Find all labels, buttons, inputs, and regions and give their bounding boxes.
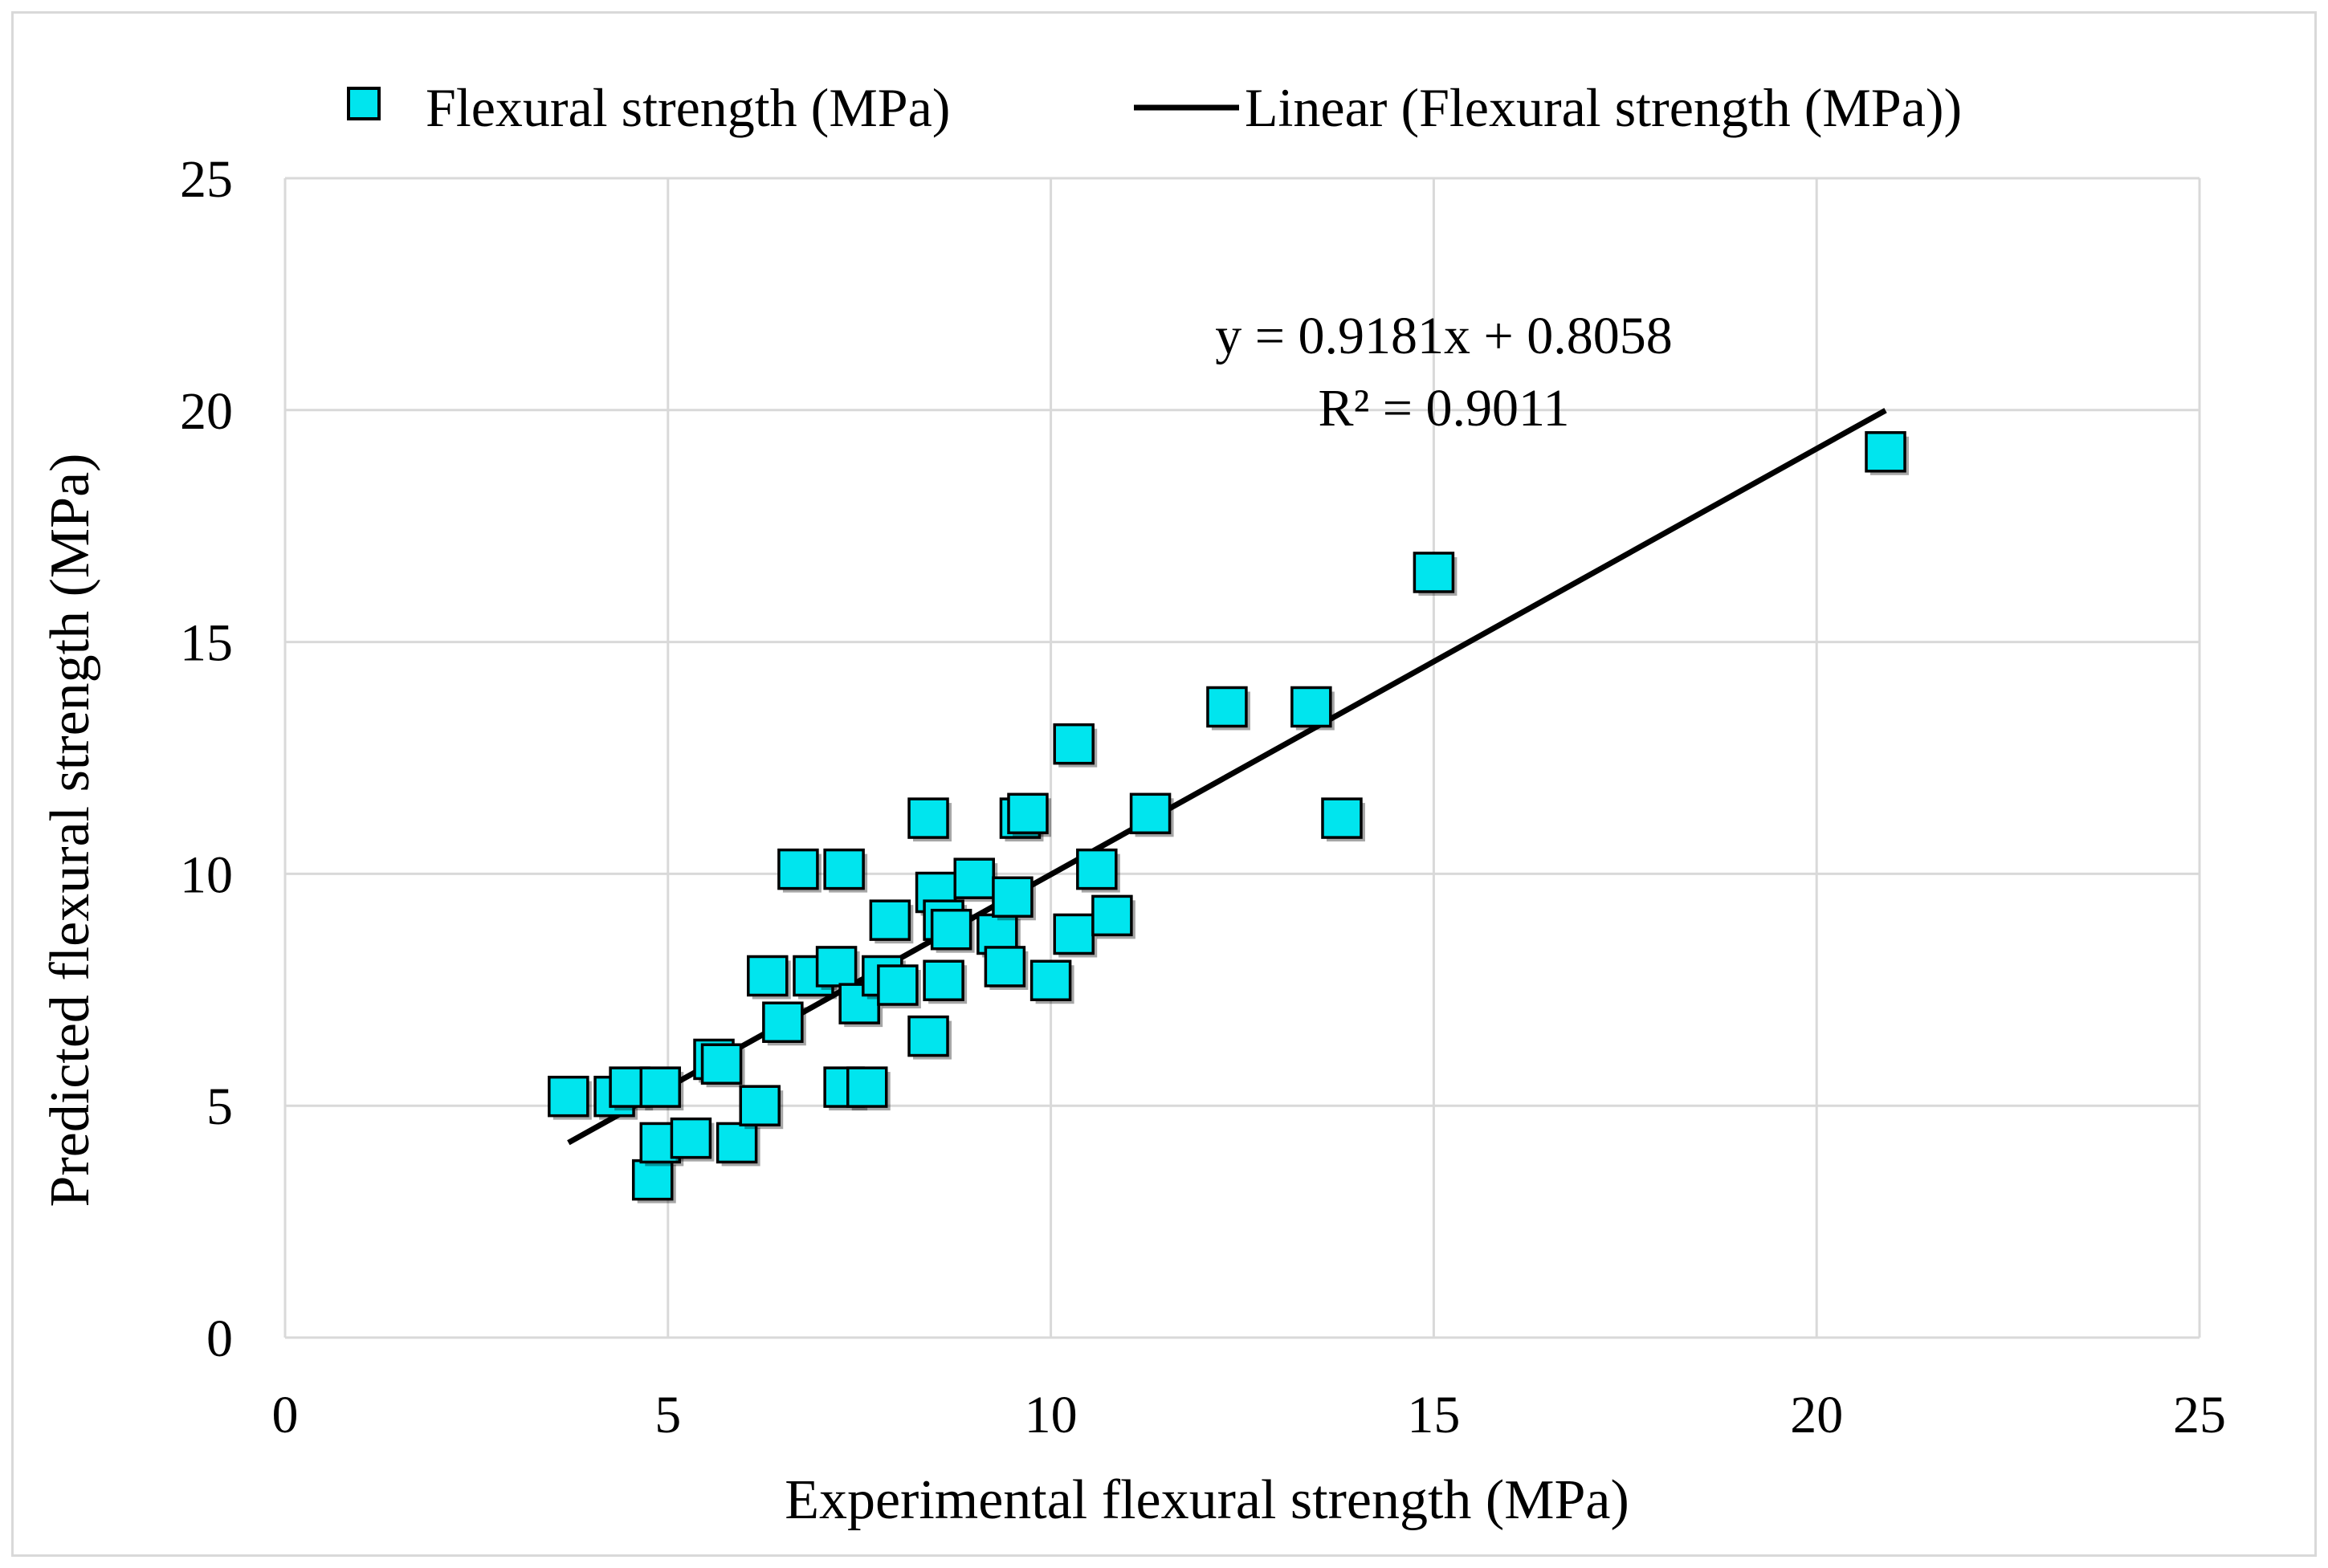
y-tick-label: 20 bbox=[180, 382, 233, 441]
data-point bbox=[1321, 797, 1363, 839]
data-point bbox=[1053, 723, 1095, 765]
data-point bbox=[930, 908, 972, 951]
data-point bbox=[877, 964, 919, 1006]
data-point bbox=[992, 876, 1034, 918]
data-point bbox=[1865, 431, 1906, 473]
legend-label-trendline: Linear (Flexural strength (MPa)) bbox=[1245, 77, 1962, 138]
data-point bbox=[747, 955, 789, 997]
data-point bbox=[923, 959, 964, 1001]
data-point bbox=[1290, 686, 1332, 728]
data-points bbox=[548, 431, 1910, 1203]
data-point bbox=[1413, 552, 1455, 593]
data-point bbox=[1129, 792, 1172, 835]
data-point bbox=[631, 1159, 674, 1201]
legend: Flexural strength (MPa) Linear (Flexural… bbox=[347, 77, 1962, 138]
y-tick-label: 15 bbox=[180, 614, 233, 673]
y-tick-label: 10 bbox=[180, 845, 233, 904]
data-point bbox=[1029, 959, 1072, 1001]
y-tick-label: 5 bbox=[206, 1077, 233, 1136]
x-tick-label: 25 bbox=[2173, 1386, 2226, 1444]
data-point bbox=[739, 1085, 781, 1126]
chart-frame bbox=[11, 11, 2317, 1557]
x-axis-ticks: 0 5 10 15 20 25 bbox=[272, 1386, 2227, 1444]
x-tick-label: 15 bbox=[1407, 1386, 1460, 1444]
trendline-r-squared: R² = 0.9011 bbox=[1318, 379, 1569, 438]
y-tick-label: 25 bbox=[180, 150, 233, 209]
data-point bbox=[907, 1015, 949, 1057]
x-tick-label: 5 bbox=[654, 1386, 681, 1444]
data-point bbox=[548, 1075, 589, 1118]
data-point bbox=[907, 797, 949, 839]
data-point bbox=[953, 857, 995, 899]
y-axis-title: Predicted flexural strength (MPa) bbox=[39, 454, 101, 1208]
x-axis-title: Experimental flexural strength (MPa) bbox=[785, 1469, 1629, 1531]
data-point bbox=[823, 848, 865, 890]
data-point bbox=[639, 1066, 682, 1108]
data-point bbox=[670, 1117, 712, 1159]
data-point bbox=[1053, 913, 1095, 955]
data-point bbox=[700, 1043, 743, 1085]
data-point bbox=[815, 946, 858, 988]
data-point bbox=[762, 1001, 804, 1043]
data-point bbox=[716, 1122, 758, 1164]
x-tick-label: 0 bbox=[272, 1386, 299, 1444]
data-point bbox=[1091, 894, 1133, 937]
data-point bbox=[869, 899, 911, 941]
data-point bbox=[1007, 792, 1049, 835]
y-axis-ticks: 0 5 10 15 20 25 bbox=[180, 150, 233, 1368]
legend-label-series: Flexural strength (MPa) bbox=[426, 77, 950, 138]
data-point bbox=[777, 848, 819, 890]
y-tick-label: 0 bbox=[206, 1309, 233, 1368]
grid bbox=[283, 177, 2201, 1339]
x-tick-label: 10 bbox=[1025, 1386, 1078, 1444]
trendline-equation: y = 0.9181x + 0.8058 bbox=[1215, 307, 1672, 365]
data-point bbox=[1076, 848, 1118, 890]
data-point bbox=[984, 946, 1026, 988]
x-tick-label: 20 bbox=[1790, 1386, 1843, 1444]
legend-marker-square bbox=[347, 87, 381, 120]
data-point bbox=[1206, 686, 1248, 728]
data-point bbox=[846, 1066, 888, 1108]
